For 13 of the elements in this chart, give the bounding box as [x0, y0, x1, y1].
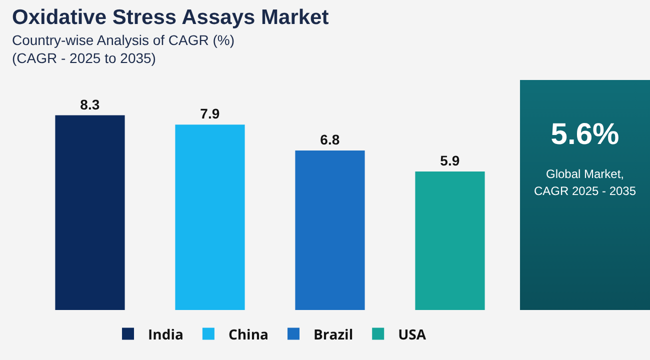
chart-subtitle: Country-wise Analysis of CAGR (%): [12, 32, 236, 48]
text: (CAGR - 2025 to 2035): [12, 50, 157, 66]
text: Global Market, CAGR 2025 - 2035: [532, 166, 638, 200]
data-label: 5.9: [440, 152, 460, 169]
legend-label: Brazil: [314, 325, 354, 344]
legend-label: USA: [398, 325, 426, 344]
legend-label: India: [148, 325, 184, 344]
data-label: 7.9: [200, 106, 220, 122]
data-label: 8.3: [80, 96, 100, 112]
text: 5.6%: [550, 118, 620, 152]
data-label: 6.8: [320, 131, 340, 148]
chart-title: Oxidative Stress Assays Market: [12, 6, 330, 30]
legend-label: China: [228, 325, 268, 344]
